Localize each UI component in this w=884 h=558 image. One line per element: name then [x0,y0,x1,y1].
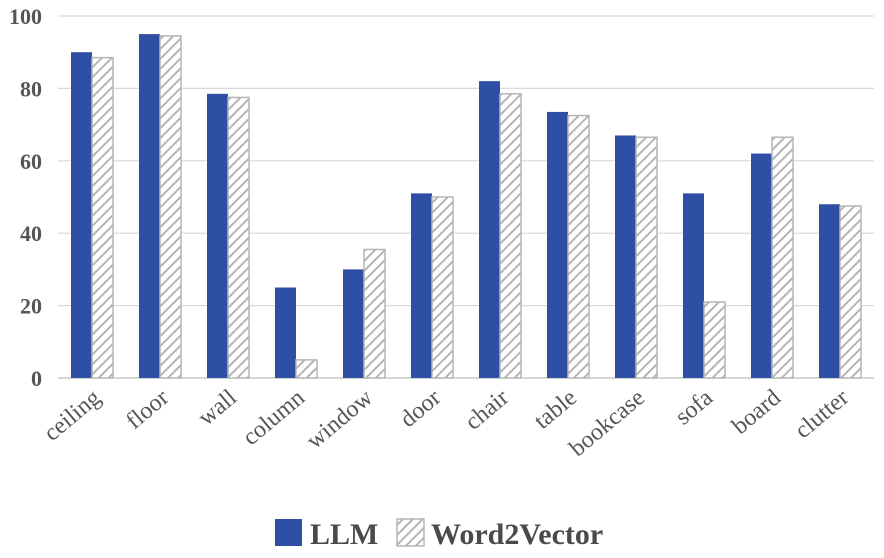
bar-wall-word2vector [227,96,250,379]
bar-bookcase-llm [615,135,636,378]
legend: LLM Word2Vector [275,518,603,551]
legend-swatch-word2vector [396,518,425,547]
bar-column-llm [275,287,296,378]
gridlines [58,15,874,379]
y-axis-ticks: 0 20 40 60 80 100 [9,4,42,391]
bar-ceiling-llm [71,52,92,378]
bar-door-llm [411,193,432,378]
bar-door-word2vector [431,196,454,379]
x-tick-label: bookcase [565,385,650,462]
x-tick-label: column [238,385,310,451]
bar-window-llm [343,269,364,378]
x-tick-label: clutter [790,385,854,444]
x-tick-label: sofa [671,384,719,430]
legend-swatch-llm [275,519,302,546]
bar-ceiling-word2vector [91,56,114,379]
bar-floor-word2vector [159,35,182,379]
x-tick-label: floor [121,385,173,435]
bar-floor-llm [139,34,160,378]
bar-bookcase-word2vector [635,136,658,379]
y-tick-label: 40 [20,221,42,246]
y-tick-label: 0 [31,366,42,391]
bar-table-llm [547,111,568,379]
bar-chair-llm [479,81,500,378]
bars [71,34,862,379]
bar-clutter-llm [819,204,840,378]
x-tick-label: window [302,384,378,454]
y-tick-label: 20 [20,294,42,319]
bar-table-word2vector [567,114,590,379]
bar-column-word2vector [295,359,318,379]
x-tick-label: board [727,385,786,440]
bar-sofa-word2vector [703,301,726,379]
bar-board-word2vector [771,136,794,379]
y-tick-label: 100 [9,4,42,29]
x-tick-label: wall [193,384,242,431]
bar-wall-llm [207,93,228,378]
x-tick-label: ceiling [39,385,106,447]
legend-label-word2vector: Word2Vector [431,518,603,551]
x-tick-label: chair [460,385,513,436]
bar-chair-word2vector [499,93,522,379]
x-tick-label: door [395,385,445,433]
bar-window-word2vector [363,248,386,379]
y-tick-label: 60 [20,149,42,174]
x-tick-label: table [529,385,581,435]
bar-sofa-llm [683,193,704,378]
legend-label-llm: LLM [310,518,378,551]
bar-clutter-word2vector [839,205,862,379]
y-tick-label: 80 [20,76,42,101]
bar-board-llm [751,153,772,378]
